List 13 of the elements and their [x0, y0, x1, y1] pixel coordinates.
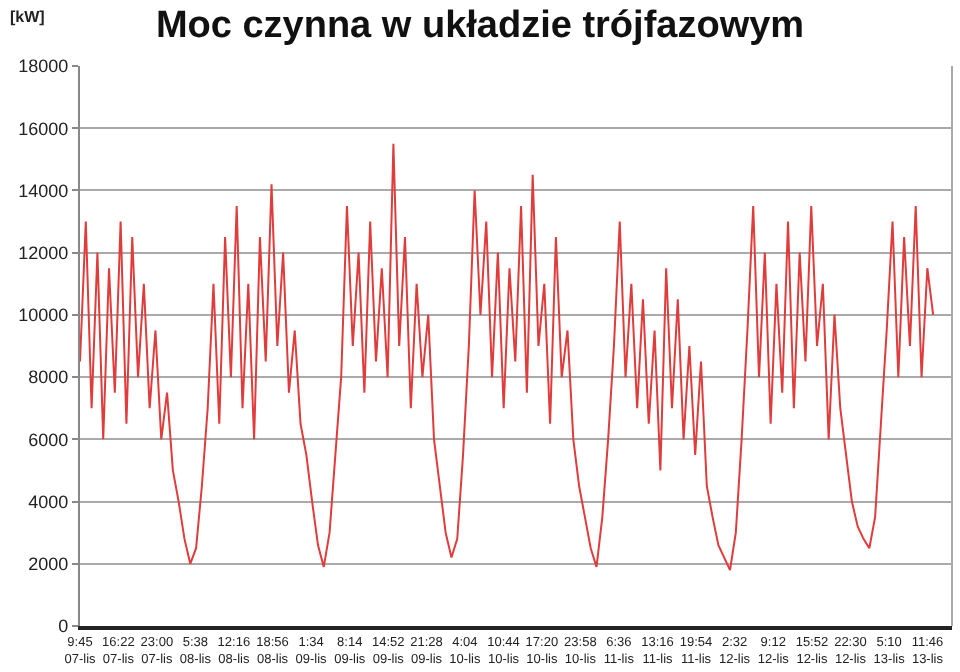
y-tick-label: 18000 [18, 56, 69, 77]
chart-title: Moc czynna w układzie trójfazowym [155, 4, 805, 47]
y-tick-label: 6000 [28, 429, 69, 450]
y-tick-label: 12000 [18, 242, 69, 263]
y-tick-label: 16000 [18, 118, 69, 139]
y-tick-label: 14000 [18, 180, 69, 201]
y-axis-title: [kW] [10, 8, 46, 26]
y-tick-label: 2000 [28, 554, 69, 575]
y-tick-label: 0 [58, 616, 69, 637]
y-tick-label: 10000 [18, 305, 69, 326]
y-tick-label: 4000 [28, 491, 69, 512]
y-tick-label: 8000 [28, 367, 69, 388]
line-series [80, 142, 935, 571]
